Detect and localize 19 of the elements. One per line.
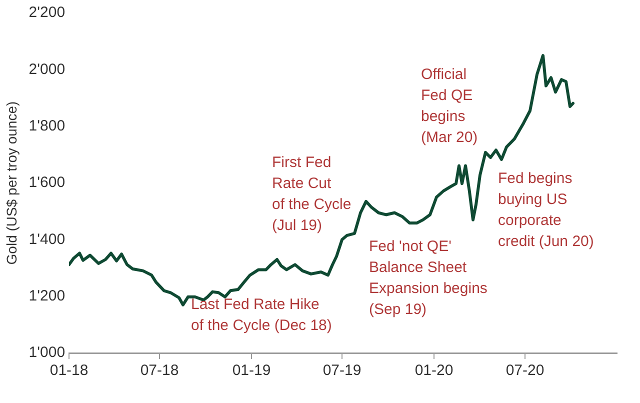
y-axis-title: Gold (US$ per troy ounce) [3, 101, 20, 265]
y-tick-label: 2'200 [28, 4, 66, 22]
y-tick-label: 1'400 [28, 230, 66, 248]
annotation: Official Fed QE begins (Mar 20) [421, 65, 478, 148]
x-tick-label: 07-20 [506, 362, 544, 380]
x-tick-label: 07-19 [322, 362, 362, 380]
y-tick-label: 1'600 [28, 174, 66, 192]
annotation: Last Fed Rate Hike of the Cycle (Dec 18) [191, 295, 332, 336]
x-tick-label: 07-18 [140, 362, 179, 380]
x-tick-label: 01-19 [232, 362, 271, 380]
y-tick-label: 1'000 [28, 344, 66, 362]
y-tick-label: 2'000 [28, 60, 66, 78]
x-tick-label: 01-18 [50, 362, 88, 380]
y-tick-label: 1'800 [28, 117, 66, 134]
annotation: Fed begins buying US corporate credit (Jun 20) [498, 169, 594, 252]
y-tick-label: 1'200 [28, 287, 66, 304]
annotation: First Fed Rate Cut of the Cycle (Jul 19) [272, 153, 352, 236]
x-tick-label: 01-20 [414, 362, 454, 380]
annotation: Fed 'not QE' Balance Sheet Expansion begins (Sep 19) [369, 237, 488, 320]
